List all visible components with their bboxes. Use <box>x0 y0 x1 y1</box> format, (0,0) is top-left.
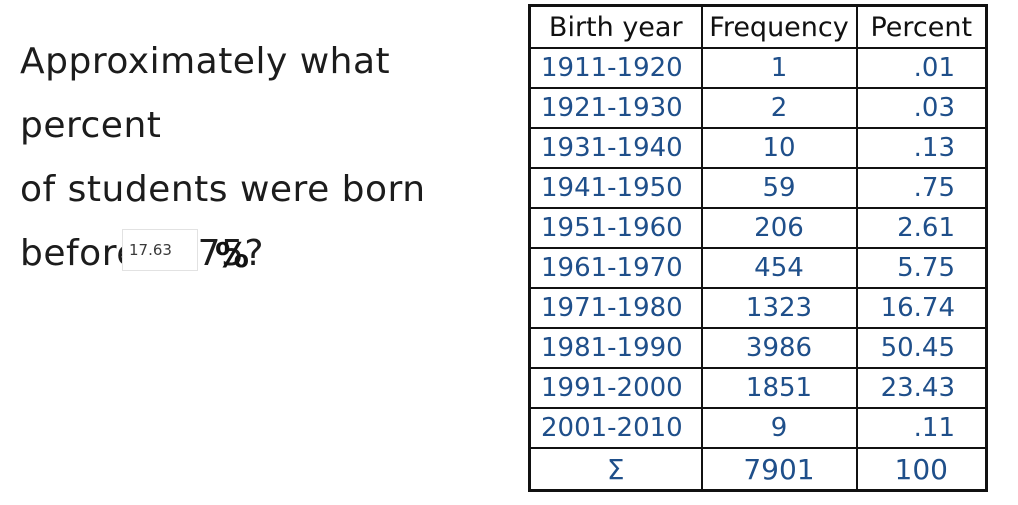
birth-year-cell: 2001-2010 <box>528 407 703 449</box>
table-row: 1991-2000 1851 23.43 <box>528 367 988 409</box>
table-header-row: Birth year Frequency Percent <box>528 4 988 49</box>
frequency-cell: 9 <box>700 407 858 449</box>
table-row: 1951-1960 206 2.61 <box>528 207 988 249</box>
birth-year-cell: 1981-1990 <box>528 327 703 369</box>
table-row: 2001-2010 9 .11 <box>528 407 988 449</box>
question-line: Approximately what percent <box>20 41 391 146</box>
birth-year-cell: 1911-1920 <box>528 47 703 89</box>
frequency-cell: 454 <box>700 247 858 289</box>
percent-cell: 50.45 <box>855 327 988 369</box>
table-row: 1981-1990 3986 50.45 <box>528 327 988 369</box>
frequency-cell: 1851 <box>700 367 858 409</box>
percent-cell: 23.43 <box>855 367 988 409</box>
frequency-cell: 3986 <box>700 327 858 369</box>
percent-cell: 2.61 <box>855 207 988 249</box>
table-row: 1911-1920 1 .01 <box>528 47 988 89</box>
percent-cell: .01 <box>855 47 988 89</box>
birth-year-cell: 1931-1940 <box>528 127 703 169</box>
birth-year-cell: 1971-1980 <box>528 287 703 329</box>
frequency-cell: 2 <box>700 87 858 129</box>
frequency-table: Birth year Frequency Percent 1911-1920 1… <box>528 4 988 492</box>
birth-year-cell: 1961-1970 <box>528 247 703 289</box>
birth-year-cell: 1941-1950 <box>528 167 703 209</box>
table-row: 1971-1980 1323 16.74 <box>528 287 988 329</box>
frequency-cell: 206 <box>700 207 858 249</box>
frequency-cell: 1323 <box>700 287 858 329</box>
birth-year-cell: 1991-2000 <box>528 367 703 409</box>
answer-input[interactable] <box>122 229 198 271</box>
frequency-cell: 10 <box>700 127 858 169</box>
percent-cell: .03 <box>855 87 988 129</box>
table-row: 1961-1970 454 5.75 <box>528 247 988 289</box>
percent-cell: .13 <box>855 127 988 169</box>
header-percent: Percent <box>855 4 988 49</box>
percent-sign: % <box>215 236 250 276</box>
percent-cell: .11 <box>855 407 988 449</box>
percent-cell: 16.74 <box>855 287 988 329</box>
percent-cell: .75 <box>855 167 988 209</box>
question-line: of students were born <box>20 169 426 210</box>
header-birth-year: Birth year <box>528 4 703 49</box>
sum-symbol-cell: Σ <box>528 447 703 492</box>
question-text: Approximately what percent of students w… <box>20 30 500 286</box>
table-row: 1931-1940 10 .13 <box>528 127 988 169</box>
table-row: 1921-1930 2 .03 <box>528 87 988 129</box>
total-frequency-cell: 7901 <box>700 447 858 492</box>
table-total-row: Σ 7901 100 <box>528 447 988 492</box>
question-line: before 1975? <box>20 233 265 274</box>
frequency-cell: 1 <box>700 47 858 89</box>
total-percent-cell: 100 <box>855 447 988 492</box>
percent-cell: 5.75 <box>855 247 988 289</box>
header-frequency: Frequency <box>700 4 858 49</box>
frequency-cell: 59 <box>700 167 858 209</box>
birth-year-cell: 1921-1930 <box>528 87 703 129</box>
table-row: 1941-1950 59 .75 <box>528 167 988 209</box>
birth-year-cell: 1951-1960 <box>528 207 703 249</box>
